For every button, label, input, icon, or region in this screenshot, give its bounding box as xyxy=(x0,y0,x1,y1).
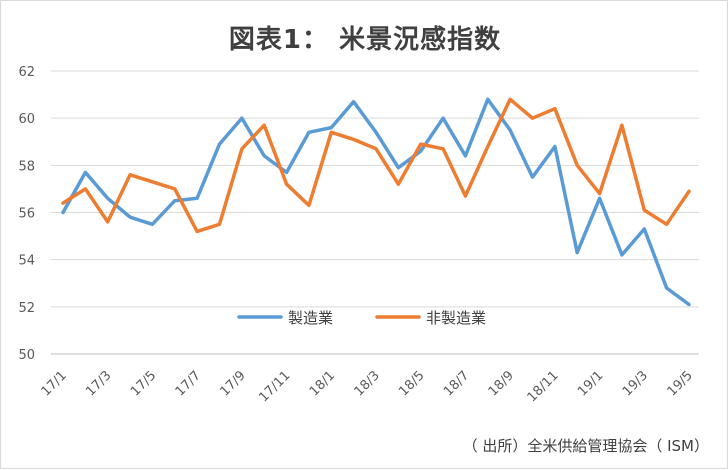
legend-label: 非製造業 xyxy=(426,309,486,327)
x-tick-label: 18/3 xyxy=(352,368,383,399)
x-tick-label: 17/9 xyxy=(217,368,248,399)
y-tick-label: 56 xyxy=(18,207,35,222)
series-line-non-manufacturing xyxy=(61,97,691,234)
y-tick-label: 58 xyxy=(18,159,35,174)
x-tick-label: 17/5 xyxy=(128,368,159,399)
x-tick-label: 17/11 xyxy=(256,368,293,405)
y-tick-label: 62 xyxy=(18,65,35,80)
x-tick-label: 19/1 xyxy=(575,368,606,399)
x-tick-label: 18/11 xyxy=(525,368,562,405)
y-tick-label: 60 xyxy=(18,112,35,127)
chart-title: 図表1： 米景況感指数 xyxy=(228,25,502,55)
x-tick-label: 18/5 xyxy=(396,368,427,399)
x-tick-label: 18/9 xyxy=(486,368,517,399)
y-tick-label: 52 xyxy=(18,301,35,316)
legend-label: 製造業 xyxy=(288,309,333,327)
x-tick-label: 17/3 xyxy=(83,368,114,399)
x-tick-label: 18/1 xyxy=(307,368,338,399)
series-line-manufacturing xyxy=(61,97,691,307)
x-tick-label: 18/7 xyxy=(441,368,472,399)
x-tick-label: 17/7 xyxy=(173,368,204,399)
x-tick-label: 17/1 xyxy=(39,368,70,399)
y-tick-label: 54 xyxy=(18,254,35,269)
x-tick-label: 19/3 xyxy=(620,368,651,399)
source-note: （ 出所）全米供給管理協会（ ISM） xyxy=(462,437,709,455)
y-tick-label: 50 xyxy=(18,348,35,363)
x-tick-label: 19/5 xyxy=(665,368,696,399)
